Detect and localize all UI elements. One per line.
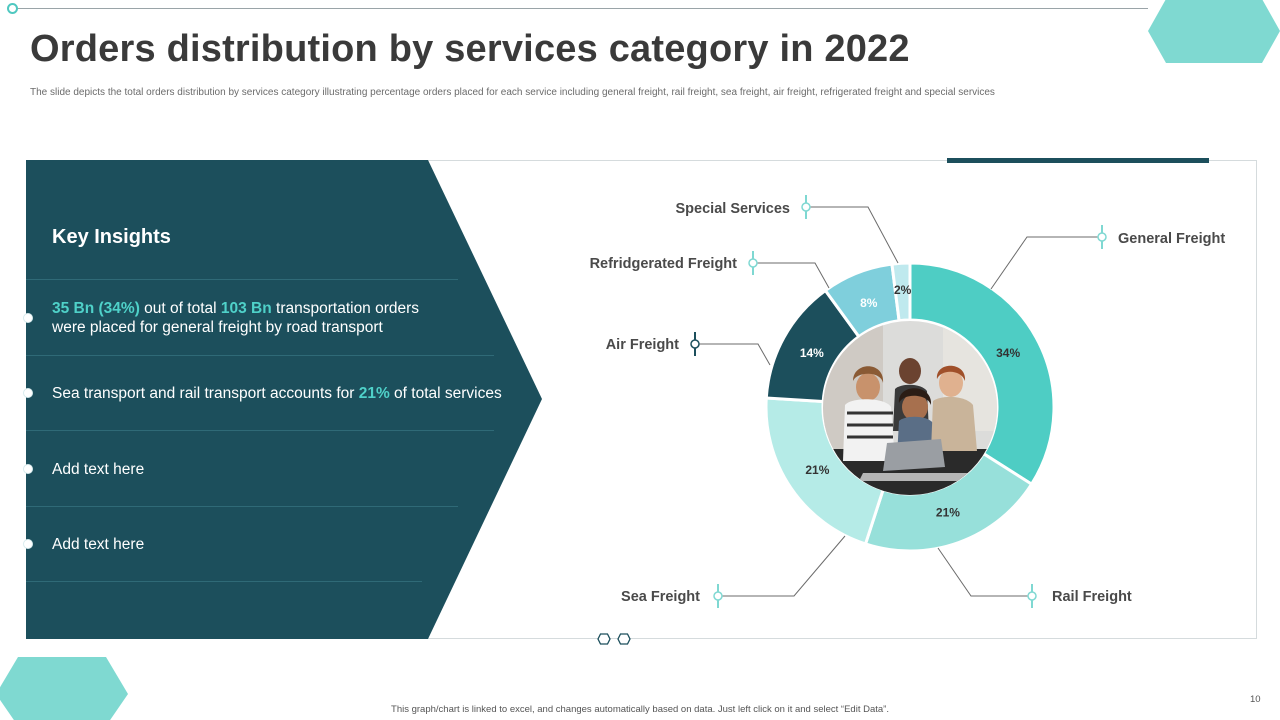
data-label-special-services: 2% xyxy=(894,283,912,297)
insight-item-2: Sea transport and rail transport account… xyxy=(52,384,502,403)
data-label-rail-freight: 21% xyxy=(936,505,960,519)
leader-line-sea-freight xyxy=(720,535,846,597)
data-label-general-freight: 34% xyxy=(996,346,1020,360)
category-label-refridgerated-freight: Refridgerated Freight xyxy=(590,256,738,272)
top-rule-line xyxy=(14,8,1148,9)
insight-text: of total services xyxy=(389,385,502,402)
page-number: 10 xyxy=(1250,694,1261,705)
insight-bullet-dot xyxy=(23,464,33,474)
category-label-rail-freight: Rail Freight xyxy=(1052,589,1132,605)
insight-highlight-value: 21% xyxy=(358,385,390,402)
category-label-air-freight: Air Freight xyxy=(606,337,679,353)
insight-bullet-dot xyxy=(23,539,33,549)
data-label-refridgerated-freight: 8% xyxy=(860,296,878,310)
slice-special-services xyxy=(890,261,912,323)
insight-text: were placed for general freight by road … xyxy=(52,319,383,336)
frame-hexagon-right xyxy=(617,633,631,645)
label-tick-dot-refridgerated-freight xyxy=(748,258,758,268)
insight-text: transportation orders xyxy=(271,300,420,317)
insight-item-4[interactable]: Add text here xyxy=(52,536,145,553)
label-tick-dot-rail-freight xyxy=(1027,591,1037,601)
bottom-left-hexagon xyxy=(0,657,128,720)
top-rule-dot xyxy=(7,3,18,14)
leader-line-rail-freight xyxy=(937,547,1030,597)
insights-divider xyxy=(26,355,494,356)
leader-line-air-freight xyxy=(697,343,771,366)
frame-accent-bar xyxy=(947,158,1209,163)
leader-line-general-freight xyxy=(990,236,1100,290)
insights-divider xyxy=(26,506,458,507)
top-right-hexagon xyxy=(1148,0,1280,63)
insights-divider xyxy=(26,279,458,280)
leader-line-refridgerated-freight xyxy=(755,262,830,289)
insight-text: Sea transport and rail transport account… xyxy=(52,385,359,402)
data-label-sea-freight: 21% xyxy=(805,463,829,477)
category-label-special-services: Special Services xyxy=(676,201,790,217)
footer-note: This graph/chart is linked to excel, and… xyxy=(391,704,889,715)
label-tick-dot-air-freight xyxy=(690,339,700,349)
insight-text: out of total xyxy=(139,300,221,317)
page-title: Orders distribution by services category… xyxy=(30,28,910,70)
label-tick-dot-special-services xyxy=(801,202,811,212)
data-label-air-freight: 14% xyxy=(800,346,824,360)
insights-divider xyxy=(26,581,422,582)
insight-item-1: 35 Bn (34%) out of total 103 Bn transpor… xyxy=(52,299,419,337)
insight-highlight-value: 35 Bn (34%) xyxy=(52,300,140,317)
category-label-sea-freight: Sea Freight xyxy=(621,589,700,605)
insight-bullet-dot xyxy=(23,313,33,323)
page-subtitle: The slide depicts the total orders distr… xyxy=(30,87,995,98)
center-team-photo xyxy=(823,321,997,495)
category-label-general-freight: General Freight xyxy=(1118,231,1225,247)
insight-highlight-value: 103 Bn xyxy=(220,300,272,317)
label-tick-dot-sea-freight xyxy=(713,591,723,601)
insights-title: Key Insights xyxy=(52,226,171,248)
insight-item-3[interactable]: Add text here xyxy=(52,461,145,478)
leader-line-special-services xyxy=(808,206,899,264)
frame-hexagon-left xyxy=(597,633,611,645)
insight-bullet-dot xyxy=(23,388,33,398)
label-tick-dot-general-freight xyxy=(1097,232,1107,242)
insights-divider xyxy=(26,430,494,431)
